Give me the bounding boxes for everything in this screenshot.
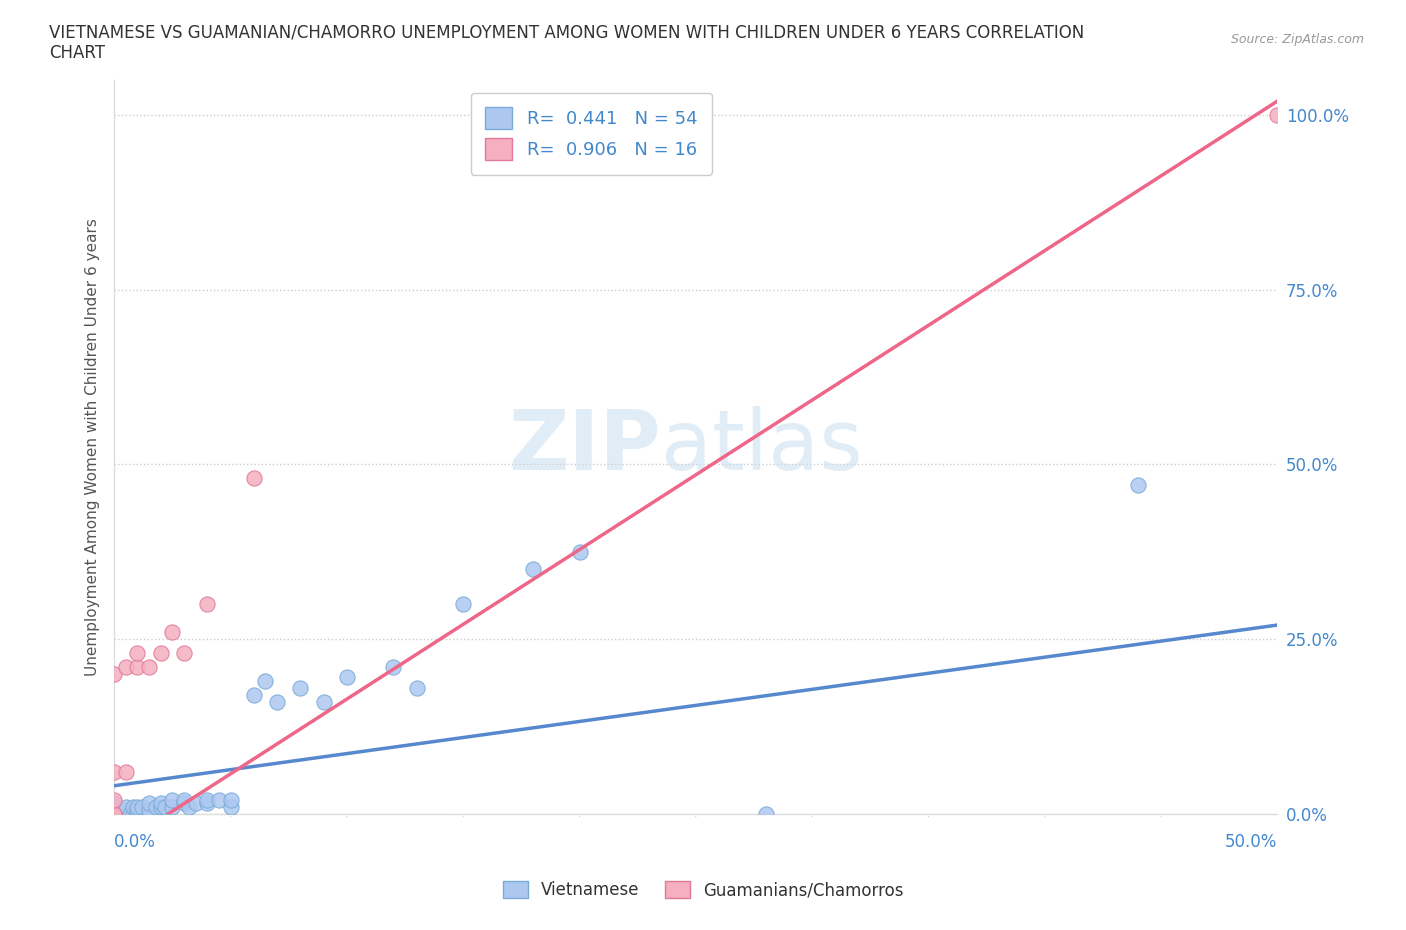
Point (568, 544, 591, 559)
Point (382, 659, 405, 674)
Text: 50.0%: 50.0% (1225, 832, 1278, 851)
Point (114, 764, 136, 779)
Point (145, 799, 167, 814)
Point (127, 799, 149, 814)
Point (103, 806, 125, 821)
Point (103, 799, 125, 814)
Point (266, 695, 288, 710)
Text: CHART: CHART (49, 44, 105, 61)
Legend: Vietnamese, Guamanians/Chamorros: Vietnamese, Guamanians/Chamorros (495, 873, 911, 908)
Point (103, 806, 125, 821)
Point (103, 764, 125, 779)
Text: Source: ZipAtlas.com: Source: ZipAtlas.com (1230, 33, 1364, 46)
Point (103, 806, 125, 821)
Text: atlas: atlas (661, 406, 863, 487)
Point (103, 806, 125, 821)
Text: ZIP: ZIP (509, 406, 661, 487)
Point (1126, 478, 1149, 493)
Point (149, 799, 172, 814)
Point (184, 796, 207, 811)
Point (103, 803, 125, 817)
Point (290, 681, 312, 696)
Point (127, 803, 149, 817)
Point (120, 806, 142, 821)
Point (103, 667, 125, 682)
Point (451, 597, 474, 612)
Point (103, 806, 125, 821)
Point (243, 471, 266, 485)
Point (114, 799, 136, 814)
Point (243, 687, 266, 702)
Point (177, 799, 200, 814)
Point (103, 806, 125, 821)
Point (103, 806, 125, 821)
Point (195, 597, 218, 612)
Legend: R=  0.441   N = 54, R=  0.906   N = 16: R= 0.441 N = 54, R= 0.906 N = 16 (471, 93, 711, 175)
Point (138, 803, 160, 817)
Text: VIETNAMESE VS GUAMANIAN/CHAMORRO UNEMPLOYMENT AMONG WOMEN WITH CHILDREN UNDER 6 : VIETNAMESE VS GUAMANIAN/CHAMORRO UNEMPLO… (49, 23, 1084, 41)
Point (103, 806, 125, 821)
Point (114, 659, 136, 674)
Point (336, 670, 359, 684)
Point (138, 796, 160, 811)
Point (405, 681, 427, 696)
Point (162, 799, 184, 814)
Point (131, 799, 153, 814)
Text: 0.0%: 0.0% (114, 832, 156, 851)
Point (138, 806, 160, 821)
Point (114, 803, 136, 817)
Point (103, 806, 125, 821)
Point (127, 659, 149, 674)
Point (121, 799, 143, 814)
Point (155, 799, 177, 814)
Point (162, 792, 184, 807)
Point (114, 806, 136, 821)
Point (195, 796, 218, 811)
Point (114, 806, 136, 821)
Point (173, 645, 195, 660)
Point (208, 792, 231, 807)
Point (103, 796, 125, 811)
Point (127, 806, 149, 821)
Point (149, 645, 172, 660)
Point (254, 673, 277, 688)
Point (219, 799, 242, 814)
Point (103, 792, 125, 807)
Point (1267, 108, 1289, 123)
Point (121, 806, 143, 821)
Point (162, 625, 184, 640)
Point (149, 796, 172, 811)
Point (219, 792, 242, 807)
Point (173, 792, 195, 807)
Point (173, 796, 195, 811)
Point (522, 562, 544, 577)
Point (127, 806, 149, 821)
Point (312, 695, 335, 710)
Y-axis label: Unemployment Among Women with Children Under 6 years: Unemployment Among Women with Children U… (86, 218, 100, 676)
Point (127, 645, 149, 660)
Point (138, 659, 160, 674)
Point (195, 792, 218, 807)
Point (755, 806, 778, 821)
Point (103, 806, 125, 821)
